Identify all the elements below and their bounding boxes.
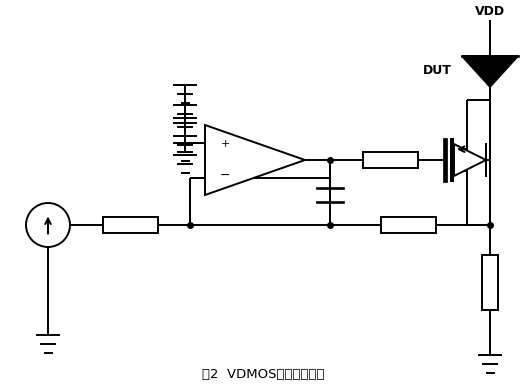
Bar	[102, 217, 158, 233]
Text: 图2  VDMOS电流驱动电路: 图2 VDMOS电流驱动电路	[202, 368, 325, 382]
Polygon shape	[462, 56, 518, 87]
Bar	[363, 152, 417, 168]
Bar	[482, 255, 498, 310]
Text: −: −	[220, 169, 230, 182]
Text: VDD: VDD	[475, 5, 505, 18]
Text: DUT: DUT	[423, 63, 452, 77]
Circle shape	[26, 203, 70, 247]
Polygon shape	[205, 125, 305, 195]
Text: +: +	[220, 139, 230, 149]
Bar	[380, 217, 435, 233]
Polygon shape	[454, 144, 486, 176]
